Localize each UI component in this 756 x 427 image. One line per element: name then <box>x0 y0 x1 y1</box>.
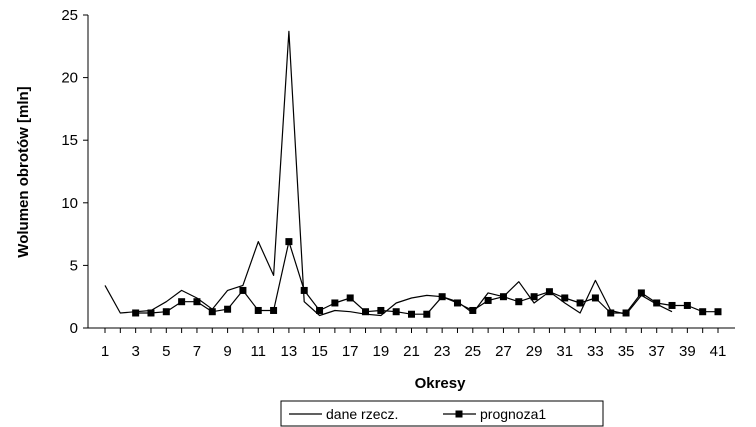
data-point-marker <box>346 294 354 302</box>
data-point-marker <box>408 310 415 318</box>
x-tick-label: 33 <box>587 343 604 360</box>
y-tick-label: 0 <box>70 320 78 337</box>
legend: dane rzecz. prognoza1 <box>280 400 604 427</box>
data-point-marker <box>362 308 370 316</box>
data-point-marker <box>499 293 507 301</box>
data-point-marker <box>224 305 232 313</box>
data-point-marker <box>622 309 630 317</box>
x-tick-label: 35 <box>618 343 635 360</box>
x-tick-label: 3 <box>131 343 139 360</box>
data-point-marker <box>515 298 523 306</box>
y-tick-label: 25 <box>61 7 78 24</box>
data-point-marker <box>254 306 262 314</box>
data-point-marker <box>469 306 477 314</box>
data-point-marker <box>285 238 293 246</box>
x-tick-label: 37 <box>648 343 665 360</box>
data-point-marker <box>331 299 339 307</box>
y-axis-title: Wolumen obrotów [mln] <box>15 86 32 257</box>
x-tick-label: 19 <box>373 343 390 360</box>
series-layer <box>104 30 722 318</box>
legend-label-prognoza1: prognoza1 <box>480 406 546 422</box>
x-tick-label: 23 <box>434 343 451 360</box>
data-point-marker <box>132 309 140 317</box>
x-axis-ticks: 1 3 5 7 9 11 13 15 17 19 21 23 25 27 29 31 33 35 37 39 41 <box>101 328 727 360</box>
data-point-marker <box>714 308 722 316</box>
data-point-marker <box>300 286 308 294</box>
data-point-marker <box>147 309 155 317</box>
x-tick-label: 1 <box>101 343 109 360</box>
series-2 <box>132 238 722 318</box>
data-point-marker <box>423 310 431 318</box>
data-point-marker <box>270 306 278 314</box>
data-point-marker <box>561 294 569 302</box>
data-point-marker <box>637 289 645 297</box>
x-tick-label: 15 <box>311 343 328 360</box>
data-point-marker <box>607 309 615 317</box>
y-axis-ticks: 0 5 10 15 20 25 <box>61 7 88 337</box>
data-point-marker <box>178 298 186 306</box>
data-point-marker <box>239 286 247 294</box>
x-tick-label: 25 <box>464 343 481 360</box>
data-point-marker <box>193 298 201 306</box>
data-point-marker <box>438 293 446 301</box>
x-tick-label: 41 <box>710 343 727 360</box>
data-point-marker <box>545 288 553 296</box>
x-tick-label: 31 <box>556 343 573 360</box>
data-point-marker <box>530 293 538 301</box>
data-point-marker <box>484 296 492 304</box>
x-tick-label: 9 <box>223 343 231 360</box>
x-tick-label: 39 <box>679 343 696 360</box>
data-point-marker <box>377 306 385 314</box>
x-tick-label: 21 <box>403 343 420 360</box>
data-point-marker <box>392 308 400 316</box>
legend-box <box>280 400 604 427</box>
legend-label-dane-rzecz: dane rzecz. <box>326 406 398 422</box>
data-point-marker <box>576 299 584 307</box>
y-tick-label: 20 <box>61 70 78 87</box>
y-tick-label: 15 <box>61 132 78 149</box>
x-tick-label: 5 <box>162 343 170 360</box>
legend-swatch-prognoza1-marker <box>455 410 463 418</box>
x-tick-label: 29 <box>526 343 543 360</box>
x-tick-label: 17 <box>342 343 359 360</box>
data-point-marker <box>208 308 216 316</box>
data-point-marker <box>316 306 324 314</box>
data-point-marker <box>453 299 461 307</box>
x-axis-title: Okresy <box>415 375 467 392</box>
x-tick-label: 11 <box>250 343 266 360</box>
series-line <box>135 241 718 315</box>
x-tick-label: 7 <box>193 343 201 360</box>
series-line <box>104 30 673 317</box>
series-1 <box>104 30 673 317</box>
data-point-marker <box>162 308 170 316</box>
data-point-marker <box>683 301 691 309</box>
data-point-marker <box>699 308 707 316</box>
data-point-marker <box>653 299 661 307</box>
data-point-marker <box>668 301 676 309</box>
y-tick-label: 5 <box>70 257 78 274</box>
y-tick-label: 10 <box>61 195 78 212</box>
x-tick-label: 27 <box>495 343 512 360</box>
data-point-marker <box>591 294 599 302</box>
x-tick-label: 13 <box>281 343 298 360</box>
